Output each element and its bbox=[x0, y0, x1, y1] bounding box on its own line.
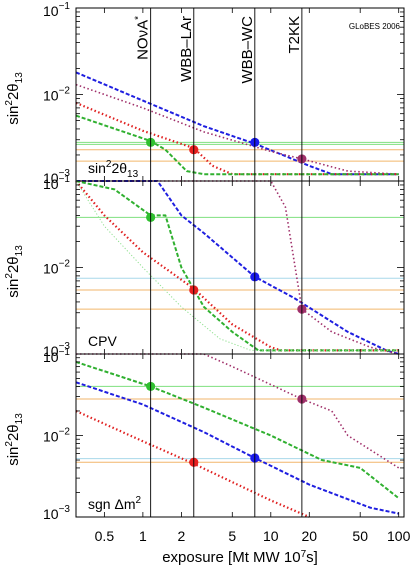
y-tick-label: 10−2 bbox=[43, 259, 70, 277]
panel-title-base: sgn Δm bbox=[88, 496, 135, 512]
x-axis-title-sup: 7 bbox=[301, 549, 307, 560]
panel-title-sub: 13 bbox=[127, 169, 139, 180]
panel-title-sup: 2 bbox=[135, 495, 141, 506]
y-tick-base: 10 bbox=[43, 88, 59, 104]
y-tick-label: 10−3 bbox=[43, 504, 70, 522]
y-tick-exponent: −3 bbox=[59, 341, 71, 352]
x-tick-label: 20 bbox=[302, 528, 318, 544]
y-axis-label-sub: 13 bbox=[14, 413, 25, 425]
y-tick-label: 10−3 bbox=[43, 168, 70, 186]
y-tick-base: 10 bbox=[43, 170, 59, 186]
y-tick-base: 10 bbox=[43, 349, 59, 365]
x-axis-title: exposure [Mt MW 107s] bbox=[162, 549, 318, 567]
panel-title-base: sin bbox=[88, 160, 106, 176]
experiment-lines: NOνA* WBB–LAr WBB–WC T2KK bbox=[134, 8, 303, 517]
x-axis-title-main: exposure [Mt MW 10 bbox=[162, 549, 300, 566]
series-curve bbox=[75, 180, 399, 352]
y-axis-label-sup: 2 bbox=[4, 441, 15, 447]
series-curve bbox=[75, 114, 399, 176]
x-tick-labels: 0.5 1 2 5 10 20 50 100 bbox=[95, 528, 411, 544]
series-curve bbox=[75, 180, 399, 352]
experiment-label: T2KK bbox=[286, 16, 303, 54]
y-tick-exponent: −3 bbox=[59, 168, 71, 179]
x-tick-label: 100 bbox=[387, 528, 411, 544]
experiment-label-name: NOνA bbox=[135, 20, 152, 60]
y-tick-exponent: −3 bbox=[59, 504, 71, 515]
y-tick-exponent: −1 bbox=[59, 347, 71, 358]
series-curve bbox=[76, 353, 400, 469]
y-axis-label: sin22θ13 bbox=[4, 245, 25, 298]
experiment-label: WBB–WC bbox=[239, 16, 256, 84]
panel-title: sgn Δm2 bbox=[88, 495, 141, 512]
y-tick-base: 10 bbox=[43, 429, 59, 445]
experiment-label-name: T2KK bbox=[286, 16, 303, 54]
x-tick-label: 50 bbox=[352, 528, 368, 544]
chart-credit: GLoBES 2006 bbox=[349, 22, 401, 31]
experiment-label-name: WBB–LAr bbox=[178, 16, 195, 82]
panel-title-sup: 2 bbox=[106, 159, 112, 170]
y-tick-exponent: −2 bbox=[59, 259, 71, 270]
y-axis-label-base: sin bbox=[5, 106, 22, 125]
y-axis-label-sup: 2 bbox=[4, 273, 15, 279]
y-tick-exponent: −1 bbox=[59, 174, 71, 185]
x-tick-label: 5 bbox=[228, 528, 236, 544]
y-tick-label: 10−2 bbox=[43, 86, 70, 104]
y-axis-label-sub: 13 bbox=[14, 245, 25, 257]
y-axis-label: sin22θ13 bbox=[4, 413, 25, 466]
y-tick-label: 10−1 bbox=[43, 174, 70, 192]
experiment-label: NOνA* bbox=[134, 16, 152, 60]
y-axis-label-base: sin bbox=[5, 279, 22, 298]
experiment-label: WBB–LAr bbox=[178, 16, 195, 82]
y-tick-base: 10 bbox=[43, 506, 59, 522]
y-axis-label: sin22θ13 bbox=[4, 72, 25, 125]
y-tick-exponent: −2 bbox=[59, 86, 71, 97]
y-tick-label: 10−3 bbox=[43, 341, 70, 359]
panels-layer: 10−310−210−1sin22θ13sin22θ1310−310−210−1… bbox=[4, 1, 405, 522]
experiment-label-name: WBB–WC bbox=[239, 16, 256, 84]
x-tick-label: 0.5 bbox=[95, 528, 115, 544]
y-tick-exponent: −2 bbox=[59, 427, 71, 438]
y-axis-label-sub: 13 bbox=[14, 72, 25, 84]
y-axis-label-base: sin bbox=[5, 447, 22, 466]
y-tick-base: 10 bbox=[43, 261, 59, 277]
panel-title-mid: 2θ bbox=[111, 160, 127, 176]
panel-title: CPV bbox=[88, 333, 117, 349]
y-tick-label: 10−1 bbox=[43, 347, 70, 365]
x-tick-label: 1 bbox=[139, 528, 147, 544]
y-axis-label-mid: 2θ bbox=[5, 256, 22, 273]
x-axis-title-end: s] bbox=[306, 549, 318, 566]
y-axis-label-mid: 2θ bbox=[5, 83, 22, 100]
y-tick-base: 10 bbox=[43, 343, 59, 359]
x-tick-label: 2 bbox=[177, 528, 185, 544]
y-tick-exponent: −1 bbox=[59, 1, 71, 12]
y-tick-base: 10 bbox=[43, 176, 59, 192]
y-tick-label: 10−2 bbox=[43, 427, 70, 445]
experiment-label-sup: * bbox=[134, 16, 145, 20]
y-tick-base: 10 bbox=[43, 3, 59, 19]
panel-title: sin22θ13 bbox=[88, 159, 139, 180]
y-axis-label-mid: 2θ bbox=[5, 424, 22, 441]
panel-title-base: CPV bbox=[88, 333, 117, 349]
y-axis-label-sup: 2 bbox=[4, 100, 15, 106]
x-tick-label: 10 bbox=[263, 528, 279, 544]
y-tick-label: 10−1 bbox=[43, 1, 70, 19]
